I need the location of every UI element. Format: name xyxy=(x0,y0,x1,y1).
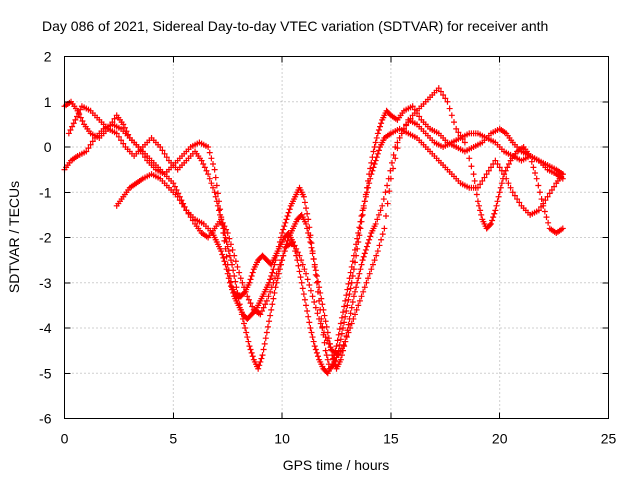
marker-path xyxy=(65,85,566,372)
y-tick-label: -1 xyxy=(39,184,52,200)
x-axis-label: GPS time / hours xyxy=(283,457,390,473)
y-tick-label: -6 xyxy=(39,411,52,427)
marker-path xyxy=(113,116,566,359)
marker-path xyxy=(61,121,566,377)
data-points xyxy=(61,85,566,377)
x-tick-label: 15 xyxy=(383,431,399,447)
axis-ticks xyxy=(64,56,609,419)
y-tick-labels: -6 -5 -4 -3 -2 -1 0 1 2 xyxy=(39,49,52,427)
chart-title: Day 086 of 2021, Sidereal Day-to-day VTE… xyxy=(42,18,548,34)
x-tick-label: 10 xyxy=(274,431,290,447)
y-tick-label: -3 xyxy=(39,275,52,291)
y-tick-label: -2 xyxy=(39,230,52,246)
x-tick-label: 5 xyxy=(169,431,177,447)
x-tick-label: 0 xyxy=(61,431,69,447)
series-track-3 xyxy=(65,85,566,372)
y-tick-label: -4 xyxy=(39,320,52,336)
series-track-4 xyxy=(113,116,566,359)
x-tick-label: 20 xyxy=(492,431,508,447)
y-tick-label: 1 xyxy=(44,94,52,110)
y-axis-label: SDTVAR / TECUs xyxy=(6,181,22,293)
y-tick-label: -5 xyxy=(39,365,52,381)
y-tick-label: 0 xyxy=(44,139,52,155)
x-tick-labels: 0 5 10 15 20 25 xyxy=(61,431,617,447)
series-track-2 xyxy=(61,121,566,377)
y-tick-label: 2 xyxy=(44,49,52,65)
x-tick-label: 25 xyxy=(601,431,617,447)
